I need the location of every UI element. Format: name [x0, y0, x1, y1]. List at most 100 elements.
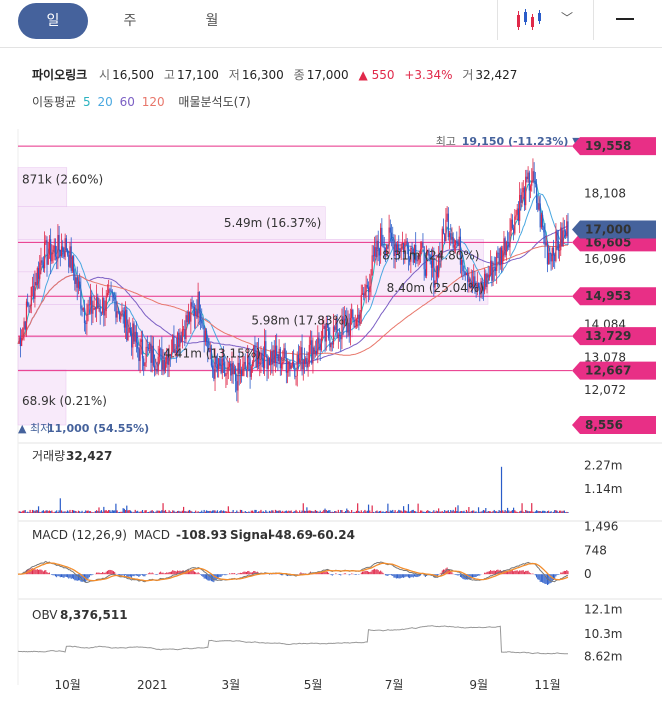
volume-bar — [170, 512, 173, 513]
candlestick-chart-icon[interactable] — [516, 9, 544, 31]
volume-bar — [497, 511, 499, 513]
macd-histogram-bar — [510, 570, 512, 575]
macd-histogram-bar — [178, 570, 180, 575]
volume-bar — [220, 510, 222, 513]
candle-body — [286, 370, 289, 373]
candle-body — [145, 346, 147, 363]
macd-histogram-bar — [104, 572, 106, 575]
macd-histogram-bar — [143, 574, 145, 577]
volume-bar — [290, 510, 292, 513]
volume-bar — [555, 510, 557, 513]
volume-bar — [152, 511, 154, 513]
macd-histogram-bar — [39, 569, 41, 575]
candle-body — [405, 241, 407, 244]
macd-histogram-bar — [208, 574, 210, 581]
tab-monthly[interactable]: 월 — [205, 13, 219, 29]
tab-weekly[interactable]: 주 — [123, 13, 137, 29]
candle-body — [108, 289, 110, 294]
volume-bar — [534, 511, 536, 513]
candle-body — [89, 295, 92, 306]
candle-body — [537, 202, 539, 210]
x-axis-label: 5월 — [304, 678, 323, 692]
candle-body — [462, 260, 464, 271]
candle-body — [242, 364, 244, 377]
chevron-down-icon[interactable]: ﹀ — [561, 11, 574, 25]
stock-chart[interactable]: 871k (2.60%) 5.49m (16.37%) 8.31m (24.80%)… — [0, 125, 662, 708]
candle-body — [29, 305, 31, 307]
candle-body — [311, 340, 313, 364]
volume-bar — [207, 510, 209, 513]
macd-histogram-bar — [393, 574, 395, 578]
volume-bar — [282, 510, 284, 513]
macd-histogram-bar — [232, 573, 234, 575]
candle-body — [208, 350, 210, 353]
volume-bar — [262, 511, 264, 513]
macd-histogram-bar — [363, 571, 365, 575]
volume-bar — [352, 512, 354, 513]
candle-body — [499, 247, 501, 266]
candle-body — [260, 352, 262, 363]
macd-histogram-bar — [417, 574, 419, 577]
macd-histogram-bar — [212, 574, 214, 582]
macd-histogram-bar — [478, 574, 480, 576]
volume-bar — [85, 510, 87, 513]
candle-body — [85, 322, 87, 324]
macd-histogram-bar — [527, 570, 529, 575]
volume-bar — [532, 511, 534, 513]
volume-tick-label: 2.27m — [584, 458, 622, 472]
candle-body — [103, 297, 105, 316]
candle-body — [516, 208, 518, 215]
volume-bar — [540, 511, 543, 513]
macd-histogram-bar — [513, 571, 515, 575]
macd-histogram-bar — [441, 570, 443, 575]
volume-bar — [454, 507, 457, 513]
macd-histogram-bar — [514, 570, 516, 575]
volume-bar — [116, 510, 118, 513]
candle-body — [83, 308, 86, 323]
candle-body — [360, 294, 362, 312]
price-tag — [572, 137, 656, 156]
volume-bar — [412, 509, 414, 513]
macd-histogram-bar — [74, 574, 76, 581]
tab-daily[interactable]: 일 — [18, 3, 88, 39]
volume-bar — [301, 510, 303, 513]
volume-bar — [390, 510, 393, 513]
macd-histogram-bar — [459, 574, 461, 577]
volume-bar — [438, 508, 440, 513]
macd-histogram-bar — [320, 572, 322, 575]
candle-body — [248, 355, 250, 359]
candle-body — [418, 254, 420, 257]
macd-histogram-bar — [152, 573, 154, 575]
volume-value: 32,427 — [475, 68, 518, 82]
volume-bar — [28, 512, 30, 513]
macd-histogram-bar — [220, 574, 222, 577]
candle-body — [199, 313, 202, 321]
volume-bar — [388, 511, 390, 513]
menu-icon[interactable] — [616, 18, 634, 20]
candle-body — [353, 319, 355, 327]
volume-bar — [375, 511, 377, 513]
macd-histogram-bar — [567, 571, 569, 575]
macd-histogram-bar — [366, 570, 368, 575]
macd-histogram-bar — [133, 574, 135, 577]
macd-histogram-bar — [465, 574, 467, 580]
volume-bar — [378, 511, 381, 513]
volume-bar — [293, 511, 295, 513]
macd-histogram-bar — [109, 569, 111, 575]
macd-histogram-bar — [245, 571, 247, 575]
volume-bar — [157, 510, 159, 513]
candle-body — [126, 309, 128, 341]
macd-histogram-bar — [149, 572, 151, 575]
candle-body — [230, 363, 232, 376]
macd-histogram-bar — [488, 571, 490, 575]
volume-bar — [520, 510, 522, 513]
moving-average-bar[interactable]: 이동평균 5 20 60 120 매물분석도(7) — [32, 93, 254, 110]
volume-bar — [135, 511, 138, 513]
volume-bar — [181, 510, 183, 513]
volume-bar — [567, 512, 569, 513]
candle-body — [450, 233, 452, 240]
candle-body — [335, 318, 337, 330]
volume-bar — [242, 511, 244, 513]
volume-bar — [106, 511, 109, 513]
volume-bar — [147, 511, 150, 513]
